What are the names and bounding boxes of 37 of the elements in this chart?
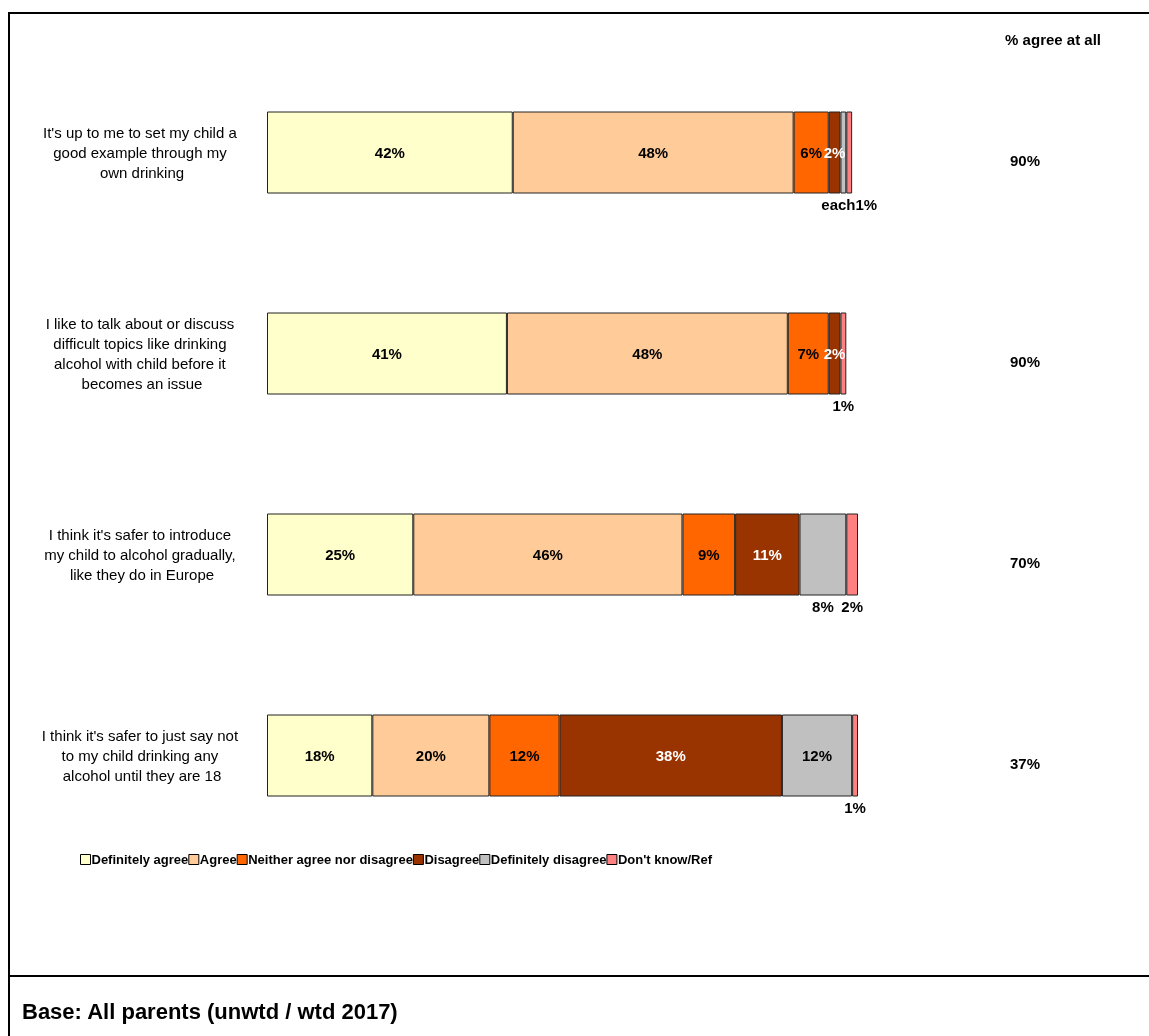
data-label: 20% — [415, 747, 446, 764]
data-label: 1% — [844, 798, 866, 816]
data-label: 1% — [832, 396, 855, 414]
legend-label: Disagree — [424, 852, 480, 867]
legend-label: Definitely disagree — [490, 852, 607, 867]
text: 90% — [1009, 152, 1041, 169]
data-label: 41% — [371, 345, 402, 362]
data-label: 38% — [655, 747, 686, 764]
data-label: 48% — [638, 144, 669, 161]
data-label: 46% — [532, 546, 563, 563]
legend-label: Neither agree nor disagree — [248, 852, 413, 867]
data-label: 9% — [697, 546, 720, 563]
legend-label: Don't know/Ref — [617, 852, 713, 867]
legend-label: Agree — [199, 852, 237, 867]
data-label: 7% — [797, 345, 820, 362]
data-label: 12% — [509, 747, 540, 764]
data-label: 48% — [632, 345, 663, 362]
text: 70% — [1009, 554, 1041, 571]
y-tick-label: I think it's safer to introduce my child to alcohol gradually, like they do in Europe — [44, 526, 240, 583]
data-label: 11% — [752, 546, 782, 563]
data-label: each1% — [821, 195, 878, 213]
text: Base: All parents (unwtd / wtd 2017) — [22, 998, 398, 1024]
data-label: 2% — [841, 597, 863, 615]
legend-label: Definitely agree — [91, 852, 189, 867]
data-label: 6% — [800, 144, 823, 161]
data-label: 12% — [802, 747, 833, 764]
data-label: 25% — [325, 546, 356, 563]
text: 37% — [1009, 755, 1041, 772]
y-tick-label: I think it's safer to just say not to my child drinking any alcohol until they are 18 — [41, 727, 243, 784]
data-label: 8% — [812, 597, 834, 615]
data-label: 2% — [823, 345, 846, 362]
text: % agree at all — [1005, 31, 1102, 48]
data-label: 18% — [304, 747, 335, 764]
y-tick-label: It's up to me to set my child a good example through my own drinking — [43, 124, 241, 181]
y-tick-label: I like to talk about or discuss difficult topics like drinking alcohol with child before it becomes an issue — [45, 315, 239, 392]
text: 90% — [1009, 353, 1041, 370]
data-label: 42% — [374, 144, 405, 161]
